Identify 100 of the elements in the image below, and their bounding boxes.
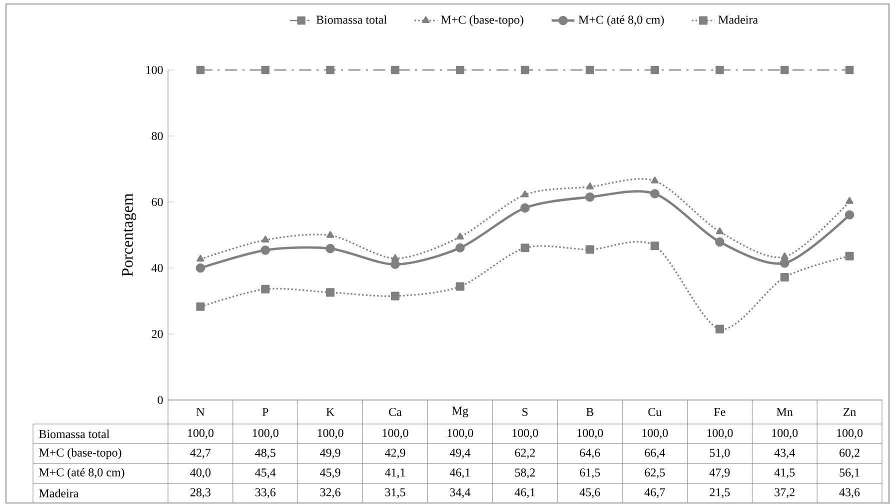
data-label: 31,5 <box>385 488 406 498</box>
point <box>650 66 659 74</box>
data-label: 51,0 <box>710 448 730 459</box>
point <box>261 284 270 294</box>
x-tick-label: Fe <box>714 408 726 416</box>
point <box>716 227 724 234</box>
x-tick-label: S <box>522 408 528 416</box>
y-tick-label: 100 <box>146 66 163 74</box>
data-label: 45,6 <box>580 488 600 498</box>
x-tick-label: Mn <box>776 408 793 416</box>
data-label: 61,5 <box>580 468 600 478</box>
data-label: 100,0 <box>382 428 408 439</box>
point <box>196 263 206 273</box>
data-label: 40,0 <box>190 468 210 478</box>
point <box>651 176 659 184</box>
data-label: 46,1 <box>450 468 470 478</box>
data-label: 42,7 <box>190 448 211 459</box>
data-label: 46,1 <box>514 488 535 498</box>
point <box>780 272 789 282</box>
point <box>196 254 204 262</box>
data-label: 100,0 <box>577 428 603 439</box>
point <box>326 66 334 74</box>
point <box>390 260 400 270</box>
y-tick-label: 60 <box>152 198 163 206</box>
data-label: 100,0 <box>837 428 863 439</box>
data-label: 45,4 <box>255 468 276 478</box>
y-tick-label: 40 <box>152 264 163 272</box>
data-label: 60,2 <box>840 448 860 459</box>
point <box>844 210 854 220</box>
legend-label: M+C (base-topo) <box>441 15 524 26</box>
point <box>520 203 530 213</box>
data-label: 100,0 <box>707 428 733 439</box>
data-label: 47,9 <box>709 468 730 478</box>
data-label: 58,2 <box>515 468 535 478</box>
data-label: 49,9 <box>320 448 340 459</box>
data-label: 62,2 <box>515 448 535 459</box>
data-label: 56,1 <box>840 468 860 478</box>
point <box>326 288 335 297</box>
point <box>262 236 270 242</box>
point <box>716 66 724 74</box>
point <box>780 66 789 74</box>
point <box>780 258 790 268</box>
data-label: 66,4 <box>644 448 666 459</box>
data-label: 34,4 <box>450 488 470 498</box>
point <box>391 254 399 261</box>
data-label: 100,0 <box>188 428 214 439</box>
point <box>715 237 724 247</box>
point <box>196 302 205 311</box>
data-label: 48,5 <box>255 448 276 459</box>
legend-label: M+C (até 8,0 cm) <box>578 15 664 26</box>
data-label: 46,7 <box>644 488 665 498</box>
x-tick-label: Cu <box>648 408 662 416</box>
point <box>780 252 788 260</box>
point <box>390 292 400 300</box>
data-label: 41,5 <box>774 468 795 478</box>
data-label: 28,3 <box>190 488 210 498</box>
data-label: 41,1 <box>384 468 405 478</box>
point <box>456 232 464 240</box>
data-label: 33,6 <box>255 488 276 498</box>
data-label: 37,2 <box>774 488 794 498</box>
y-tick-label: 20 <box>152 330 163 338</box>
point <box>586 245 594 254</box>
data-label: 49,4 <box>450 448 470 459</box>
point <box>520 244 530 252</box>
legend-label: Biomassa total <box>316 15 387 24</box>
point <box>845 252 854 260</box>
x-tick-label: Mg <box>452 406 468 418</box>
point <box>586 66 594 74</box>
point <box>326 244 335 254</box>
data-label: 21,5 <box>710 488 730 498</box>
data-label: 100,0 <box>772 428 798 439</box>
text: M+C (base-topo) <box>39 448 122 460</box>
data-label: 100,0 <box>318 428 344 439</box>
x-tick-label: B <box>586 408 594 416</box>
text: M+C (até 8,0 cm) <box>39 468 124 479</box>
point <box>520 66 530 74</box>
point <box>521 190 529 198</box>
point <box>586 182 594 190</box>
data-label: 100,0 <box>252 428 278 439</box>
y-axis-title: Porcentagem <box>122 193 136 276</box>
point <box>715 324 724 334</box>
point <box>196 66 205 74</box>
data-label: 62,5 <box>644 468 665 478</box>
point <box>845 66 854 74</box>
data-label: 43,6 <box>839 488 860 498</box>
x-tick-label: P <box>262 408 268 416</box>
data-label: 45,9 <box>320 468 340 478</box>
data-label: 100,0 <box>448 428 474 439</box>
data-label: 64,6 <box>580 448 600 459</box>
point <box>650 189 660 198</box>
point <box>261 66 270 74</box>
y-tick-label: 0 <box>158 396 163 404</box>
point <box>456 66 464 74</box>
x-tick-label: N <box>196 408 205 416</box>
data-label: 100,0 <box>512 428 538 439</box>
point <box>260 246 270 255</box>
legend-label: Madeira <box>718 15 758 24</box>
point <box>326 231 334 238</box>
y-tick-label: 80 <box>152 132 163 140</box>
x-tick-label: Zn <box>843 408 856 416</box>
